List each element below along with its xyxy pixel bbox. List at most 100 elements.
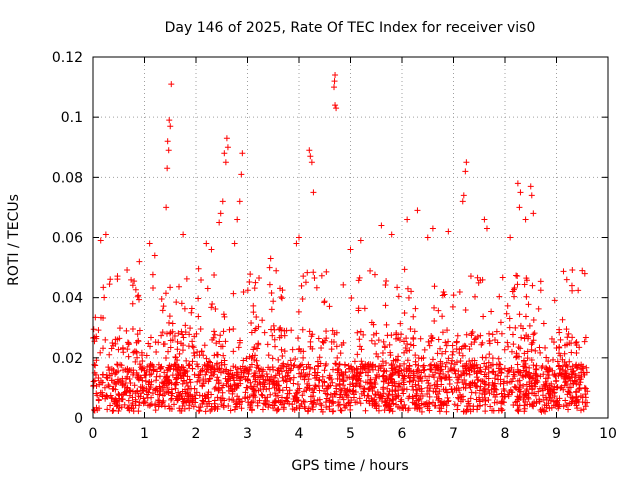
data-point [514, 281, 521, 288]
data-point [174, 366, 181, 373]
data-point [424, 390, 431, 397]
y-tick-label: 0.02 [52, 351, 83, 367]
data-point [269, 332, 276, 339]
data-point [189, 338, 196, 345]
data-point [445, 368, 452, 375]
data-point [467, 402, 474, 409]
data-point [164, 367, 171, 374]
data-point [567, 366, 574, 373]
data-point [275, 356, 282, 363]
data-point [435, 390, 442, 397]
data-point [477, 368, 484, 375]
data-point [532, 347, 539, 354]
data-point [460, 343, 467, 350]
data-point [332, 360, 339, 367]
data-point [276, 334, 283, 341]
data-point [336, 380, 343, 387]
data-point [498, 407, 505, 414]
y-tick-label: 0.12 [52, 50, 83, 66]
data-point [528, 192, 535, 199]
data-point [513, 272, 520, 279]
data-point [510, 341, 517, 348]
data-point [528, 346, 535, 353]
data-point [276, 371, 283, 378]
data-point [437, 345, 444, 352]
data-point [391, 380, 398, 387]
data-point [582, 334, 589, 341]
data-point [182, 322, 189, 329]
data-point [352, 399, 359, 406]
data-point [400, 379, 407, 386]
data-point [240, 357, 247, 364]
data-point [218, 395, 225, 402]
data-point [135, 393, 142, 400]
data-point [321, 298, 328, 305]
data-point [338, 407, 345, 414]
data-point [556, 370, 563, 377]
data-point [482, 408, 489, 415]
data-point [156, 385, 163, 392]
data-point [360, 331, 367, 338]
data-point [349, 368, 356, 375]
data-point [281, 327, 288, 334]
data-point [358, 390, 365, 397]
data-point [245, 370, 252, 377]
data-point [357, 328, 364, 335]
data-point [535, 305, 542, 312]
data-point [553, 384, 560, 391]
data-point [394, 284, 401, 291]
data-point [144, 394, 151, 401]
data-point [537, 407, 544, 414]
data-point [109, 385, 116, 392]
data-point [412, 381, 419, 388]
data-point [477, 277, 484, 284]
data-point [415, 397, 422, 404]
data-point [167, 337, 174, 344]
data-point [243, 355, 250, 362]
data-point [322, 337, 329, 344]
data-point [356, 274, 363, 281]
data-point [406, 347, 413, 354]
x-tick-label: 9 [552, 426, 561, 442]
data-point [530, 362, 537, 369]
data-point [534, 379, 541, 386]
data-point [543, 402, 550, 409]
data-point [420, 367, 427, 374]
data-point [134, 388, 141, 395]
data-point [149, 271, 156, 278]
data-point [220, 328, 227, 335]
data-point [418, 400, 425, 407]
data-point [182, 369, 189, 376]
data-point [104, 406, 111, 413]
data-point [486, 340, 493, 347]
x-tick-labels: 0 1 2 3 4 5 6 7 8 9 10 [89, 426, 617, 442]
data-point [583, 369, 590, 376]
data-point [466, 358, 473, 365]
data-point [347, 402, 354, 409]
data-point [116, 335, 123, 342]
data-point [326, 406, 333, 413]
data-point [463, 365, 470, 372]
data-point [413, 401, 420, 408]
data-point [180, 377, 187, 384]
data-point [227, 367, 234, 374]
data-point [493, 328, 500, 335]
y-axis-label: ROTI / TECUs [6, 194, 22, 286]
data-point [108, 365, 115, 372]
data-point [547, 397, 554, 404]
data-point [330, 339, 337, 346]
data-point [334, 354, 341, 361]
data-point [224, 144, 231, 151]
data-point [102, 336, 109, 343]
data-point [449, 357, 456, 364]
data-point [405, 405, 412, 412]
data-point [565, 330, 572, 337]
data-point [141, 399, 148, 406]
data-point [328, 399, 335, 406]
data-point [184, 383, 191, 390]
data-point [488, 308, 495, 315]
data-point [553, 377, 560, 384]
data-point [401, 310, 408, 317]
data-point [417, 335, 424, 342]
data-point [567, 384, 574, 391]
